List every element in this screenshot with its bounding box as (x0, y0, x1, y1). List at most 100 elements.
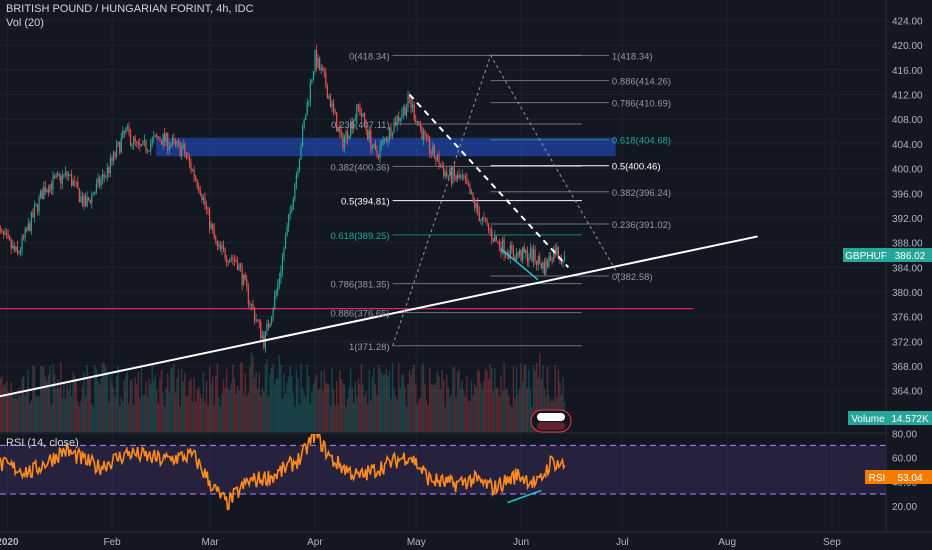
volume-bar (32, 365, 34, 432)
volume-bar (160, 369, 163, 432)
candle-body (264, 331, 266, 348)
candle-body (486, 219, 488, 225)
volume-bar (60, 362, 62, 432)
candle-body (84, 195, 87, 207)
volume-bar (317, 389, 319, 432)
symbol-title[interactable]: BRITISH POUND / HUNGARIAN FORINT, 4h, ID… (6, 3, 254, 15)
volume-bar (557, 369, 560, 432)
volume-bar (278, 354, 281, 432)
candle-body (419, 125, 421, 128)
rsi-indicator-label[interactable]: RSI (14, close) (6, 437, 79, 449)
candle-body (49, 184, 51, 193)
volume-bar (264, 364, 267, 432)
candle-body (216, 240, 218, 247)
candle-body (190, 162, 192, 171)
volume-bar (205, 380, 208, 432)
volume-bar (456, 371, 459, 432)
volume-icon[interactable] (530, 409, 572, 433)
volume-bar (376, 395, 378, 432)
volume-bar (256, 388, 259, 432)
candle-body (95, 183, 98, 192)
price-tick-label: 372.00 (892, 337, 923, 348)
volume-bar (272, 363, 274, 432)
candle-body (249, 303, 251, 306)
volume-bar (215, 375, 217, 432)
candle-body (40, 190, 42, 197)
price-tick-label: 396.00 (892, 189, 923, 200)
volume-bar (390, 398, 392, 432)
volume-bar (348, 386, 350, 432)
time-axis[interactable]: 2020 Feb Mar Apr May Jun Jul Aug Sep (0, 537, 841, 548)
volume-bar (415, 383, 417, 432)
candle-body (89, 199, 91, 203)
volume-bar (492, 391, 494, 432)
candle-body (94, 191, 96, 195)
time-tick-label: Aug (718, 537, 736, 548)
candle-body (433, 145, 435, 159)
volume-bar (334, 405, 336, 432)
price-axis[interactable]: 424.00 420.00 416.00 412.00 408.00 404.00 400.… (892, 17, 923, 398)
candle-body (115, 145, 118, 157)
fib-level-label-right: 1(418.34) (612, 51, 653, 62)
volume-bar (436, 370, 439, 432)
candle-body (41, 190, 43, 200)
candle-body (108, 167, 110, 174)
time-tick-label: Jun (513, 537, 529, 548)
candle-body (179, 142, 181, 156)
volume-bar (196, 390, 198, 432)
volume-indicator-label[interactable]: Vol (20) (6, 17, 44, 29)
price-badge: GBPHUF 386.02 (843, 248, 932, 262)
volume-bar (477, 368, 479, 432)
volume-bar (450, 394, 453, 432)
price-tick-label: 420.00 (892, 41, 923, 52)
candle-body (72, 181, 74, 186)
volume-bar (504, 389, 507, 432)
ascending-trendline[interactable] (0, 235, 758, 398)
volume-bar (385, 368, 387, 432)
candle-body (235, 260, 237, 262)
candle-body (399, 117, 401, 121)
volume-bar (95, 368, 98, 432)
candle-body (123, 130, 125, 133)
candle-body (371, 147, 373, 149)
candle-body (10, 239, 12, 249)
candle-body (474, 199, 476, 208)
candle-body (509, 245, 511, 259)
volume-bar (47, 374, 50, 432)
volume-bar (325, 382, 327, 432)
candle-body (427, 136, 429, 139)
volume-bar (187, 395, 189, 432)
volume-bar (328, 384, 330, 432)
candle-body (336, 112, 338, 132)
candle-body (498, 241, 501, 248)
candle-body (126, 126, 129, 128)
price-tick-label: 376.00 (892, 313, 923, 324)
volume-bar (337, 405, 339, 432)
candle-body (69, 174, 71, 175)
candle-body (478, 211, 480, 222)
fib-level-label-left: 0(418.34) (349, 51, 390, 62)
candle-body (12, 245, 14, 249)
volume-bar (438, 376, 440, 432)
rsi-band (0, 445, 886, 495)
price-tick-label: 384.00 (892, 263, 923, 274)
volume-bar (416, 403, 418, 432)
volume-bar (56, 379, 59, 432)
candle-body (142, 140, 144, 146)
candle-body (184, 144, 186, 155)
volume-bar (185, 395, 188, 432)
price-candles (0, 44, 566, 353)
candle-body (329, 96, 332, 108)
volume-bar (442, 380, 445, 432)
candle-body (125, 127, 127, 133)
volume-bar (249, 366, 251, 432)
volume-bar (260, 396, 262, 432)
volume-bar (402, 374, 405, 432)
volume-bar (419, 397, 422, 432)
volume-bar (408, 369, 411, 432)
volume-bar (320, 370, 322, 432)
svg-text:53.04: 53.04 (897, 473, 922, 484)
volume-bar (413, 364, 415, 432)
volume-bar (61, 398, 64, 432)
